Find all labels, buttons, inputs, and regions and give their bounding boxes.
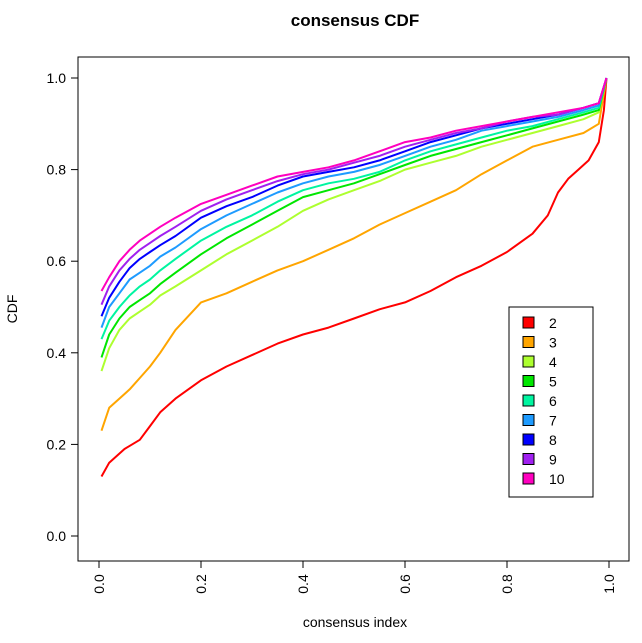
x-axis: 0.0 0.2 0.4 0.6 0.8 1.0 [91,560,617,594]
legend-swatch-10 [522,472,535,485]
legend-label-2: 2 [549,315,557,331]
legend-label-6: 6 [549,393,557,409]
y-tick-label: 0.4 [47,345,67,361]
y-tick-label: 0.6 [47,253,67,269]
legend-swatch-3 [522,336,535,348]
series-line-2 [100,77,608,477]
legend-label-7: 7 [549,413,557,429]
series-line-4 [100,77,608,372]
legend: 2 3 4 5 6 7 8 9 10 [508,306,594,498]
x-axis-label: consensus index [303,614,407,630]
legend-swatch-2 [522,316,535,329]
x-tick-label: 0.6 [397,574,413,594]
x-tick-label: 1.0 [601,574,617,594]
legend-swatch-4 [522,355,535,368]
legend-label-3: 3 [549,335,557,351]
y-axis-label: CDF [4,295,20,324]
legend-label-5: 5 [549,374,557,390]
legend-swatch-7 [522,414,535,426]
series-lines [100,77,608,477]
x-tick-label: 0.4 [295,574,311,594]
x-tick-label: 0.8 [499,574,515,594]
series-line-8 [100,77,608,317]
y-tick-label: 0.8 [47,162,67,178]
chart-title: consensus CDF [291,11,419,30]
legend-swatch-6 [522,394,535,407]
legend-label-9: 9 [549,452,557,468]
legend-swatch-5 [522,375,535,387]
y-tick-label: 0.0 [47,528,67,544]
legend-swatch-8 [522,433,535,446]
series-line-3 [100,77,608,432]
legend-label-4: 4 [549,354,557,370]
legend-swatch-9 [522,453,535,465]
y-tick-label: 0.2 [47,436,67,452]
x-tick-label: 0.0 [91,574,107,594]
legend-label-8: 8 [549,432,557,448]
y-tick-label: 1.0 [47,70,67,86]
series-line-5 [100,77,608,358]
y-axis: 0.0 0.2 0.4 0.6 0.8 1.0 [47,70,79,544]
series-line-6 [100,77,608,340]
x-tick-label: 0.2 [193,574,209,594]
series-line-7 [100,77,608,328]
legend-label-10: 10 [549,471,565,487]
series-line-10 [100,77,608,292]
